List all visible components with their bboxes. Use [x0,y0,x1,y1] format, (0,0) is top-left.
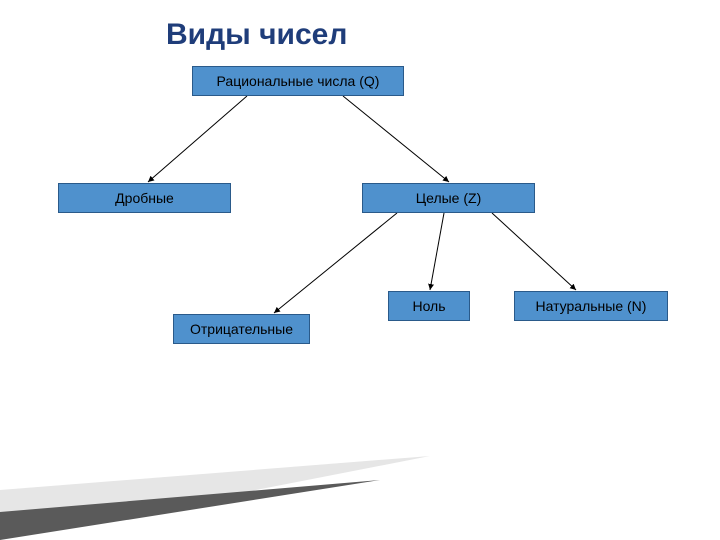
node-zero-label: Ноль [412,298,445,314]
node-rational-label: Рациональные числа (Q) [217,73,380,89]
node-natural-label: Натуральные (N) [536,298,647,314]
node-negative-label: Отрицательные [190,321,293,337]
node-integer: Целые (Z) [362,183,535,213]
decorative-swoosh [0,420,720,540]
node-natural: Натуральные (N) [514,291,668,321]
node-negative: Отрицательные [173,314,310,344]
node-zero: Ноль [388,291,470,321]
node-fractional-label: Дробные [115,190,174,206]
diagram-title: Виды чисел [166,18,347,52]
node-fractional: Дробные [58,183,231,213]
node-integer-label: Целые (Z) [416,190,481,206]
node-rational: Рациональные числа (Q) [192,66,404,96]
